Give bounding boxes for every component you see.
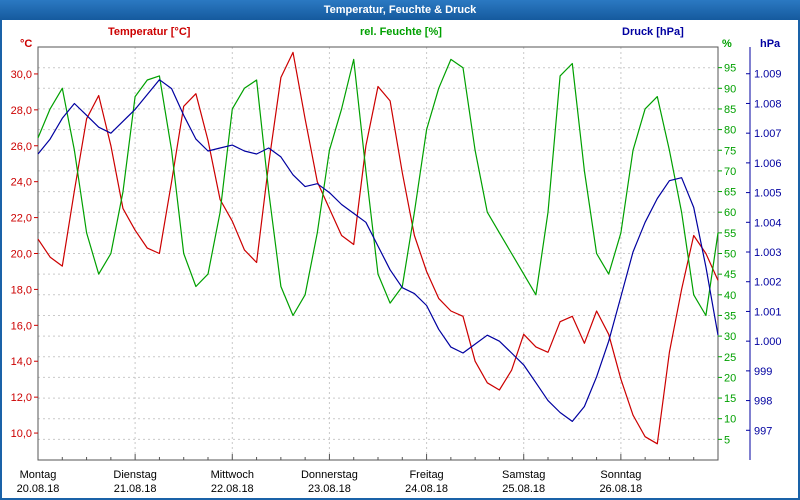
svg-text:26.08.18: 26.08.18 bbox=[599, 483, 642, 495]
svg-text:Dienstag: Dienstag bbox=[113, 469, 156, 481]
svg-text:999: 999 bbox=[754, 366, 772, 378]
svg-text:23.08.18: 23.08.18 bbox=[308, 483, 351, 495]
svg-text:1.006: 1.006 bbox=[754, 158, 782, 170]
svg-text:35: 35 bbox=[724, 310, 736, 322]
svg-text:20,0: 20,0 bbox=[11, 249, 32, 261]
temp-axis-unit-label: °C bbox=[20, 38, 33, 50]
svg-text:22,0: 22,0 bbox=[11, 213, 32, 225]
svg-text:55: 55 bbox=[724, 228, 736, 240]
svg-text:12,0: 12,0 bbox=[11, 392, 32, 404]
svg-text:90: 90 bbox=[724, 83, 736, 95]
svg-text:25: 25 bbox=[724, 352, 736, 364]
svg-text:60: 60 bbox=[724, 207, 736, 219]
svg-text:24,0: 24,0 bbox=[11, 177, 32, 189]
svg-text:20.08.18: 20.08.18 bbox=[17, 483, 60, 495]
temperature-series-label: Temperatur [°C] bbox=[108, 26, 191, 38]
pressure-series-label: Druck [hPa] bbox=[622, 26, 684, 38]
pressure-axis-unit-label: hPa bbox=[760, 38, 781, 50]
svg-text:18,0: 18,0 bbox=[11, 284, 32, 296]
svg-text:45: 45 bbox=[724, 269, 736, 281]
svg-text:15: 15 bbox=[724, 393, 736, 405]
svg-text:Donnerstag: Donnerstag bbox=[301, 469, 358, 481]
svg-text:1.000: 1.000 bbox=[754, 336, 782, 348]
svg-text:998: 998 bbox=[754, 396, 772, 408]
svg-text:75: 75 bbox=[724, 145, 736, 157]
svg-text:1.009: 1.009 bbox=[754, 69, 782, 81]
svg-text:10: 10 bbox=[724, 414, 736, 426]
svg-text:95: 95 bbox=[724, 63, 736, 75]
svg-text:1.002: 1.002 bbox=[754, 277, 782, 289]
svg-text:24.08.18: 24.08.18 bbox=[405, 483, 448, 495]
window-titlebar[interactable]: Temperatur, Feuchte & Druck bbox=[0, 0, 800, 20]
svg-text:80: 80 bbox=[724, 125, 736, 137]
svg-text:16,0: 16,0 bbox=[11, 320, 32, 332]
svg-text:1.004: 1.004 bbox=[754, 217, 782, 229]
svg-text:Sonntag: Sonntag bbox=[600, 469, 641, 481]
svg-text:Freitag: Freitag bbox=[409, 469, 443, 481]
svg-text:Mittwoch: Mittwoch bbox=[211, 469, 254, 481]
svg-text:65: 65 bbox=[724, 187, 736, 199]
svg-text:25.08.18: 25.08.18 bbox=[502, 483, 545, 495]
svg-text:85: 85 bbox=[724, 104, 736, 116]
svg-text:26,0: 26,0 bbox=[11, 141, 32, 153]
svg-text:1.003: 1.003 bbox=[754, 247, 782, 259]
svg-text:1.008: 1.008 bbox=[754, 98, 782, 110]
svg-text:40: 40 bbox=[724, 290, 736, 302]
svg-text:22.08.18: 22.08.18 bbox=[211, 483, 254, 495]
svg-text:14,0: 14,0 bbox=[11, 356, 32, 368]
svg-text:30,0: 30,0 bbox=[11, 69, 32, 81]
window-title: Temperatur, Feuchte & Druck bbox=[323, 4, 477, 16]
svg-text:1.007: 1.007 bbox=[754, 128, 782, 140]
svg-text:Montag: Montag bbox=[20, 469, 57, 481]
svg-text:70: 70 bbox=[724, 166, 736, 178]
svg-text:5: 5 bbox=[724, 434, 730, 446]
svg-text:28,0: 28,0 bbox=[11, 105, 32, 117]
svg-text:Samstag: Samstag bbox=[502, 469, 545, 481]
humidity-axis-unit-label: % bbox=[722, 38, 732, 50]
svg-text:30: 30 bbox=[724, 331, 736, 343]
svg-text:21.08.18: 21.08.18 bbox=[114, 483, 157, 495]
humidity-series-label: rel. Feuchte [%] bbox=[360, 26, 442, 38]
svg-text:20: 20 bbox=[724, 372, 736, 384]
svg-text:1.005: 1.005 bbox=[754, 188, 782, 200]
svg-text:10,0: 10,0 bbox=[11, 428, 32, 440]
svg-text:50: 50 bbox=[724, 249, 736, 261]
svg-text:997: 997 bbox=[754, 425, 772, 437]
svg-text:1.001: 1.001 bbox=[754, 306, 782, 318]
